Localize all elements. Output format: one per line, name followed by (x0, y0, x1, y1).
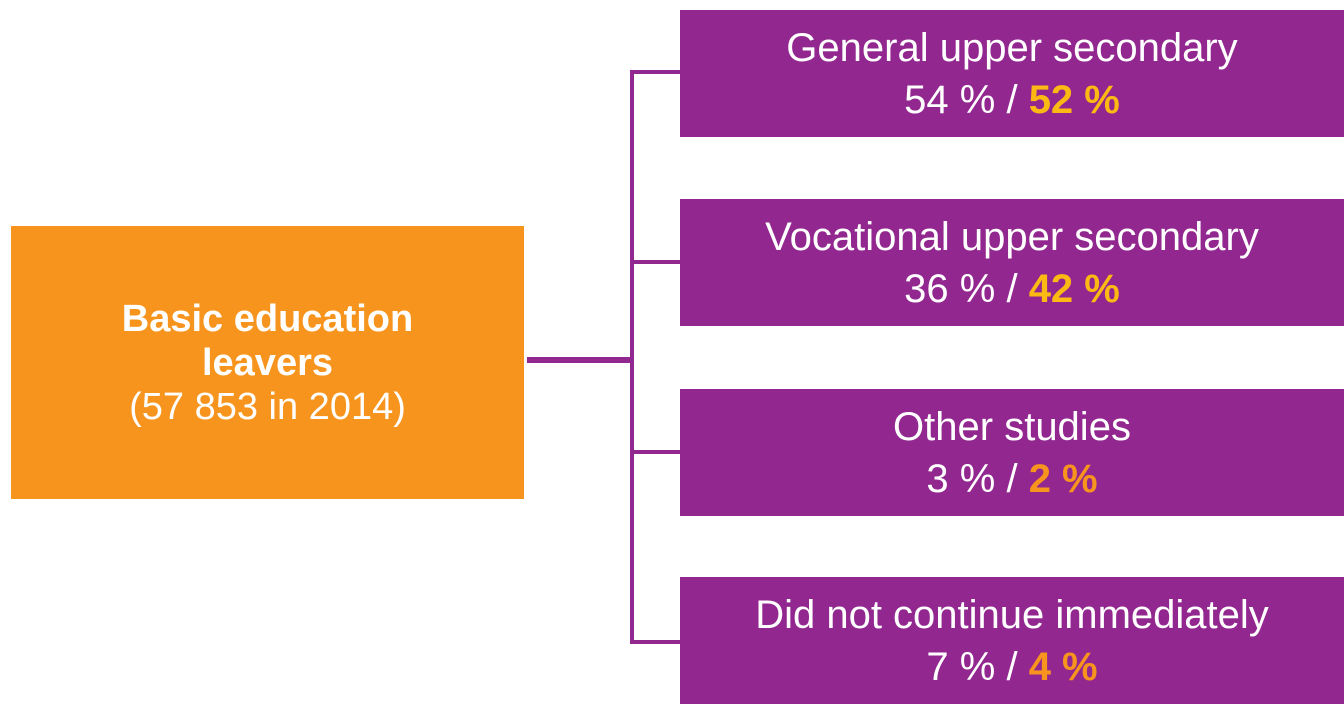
source-title: Basic education leavers (121, 297, 414, 384)
value-a: 36 % (904, 266, 996, 311)
separator: / (1006, 77, 1018, 122)
node-label: Did not continue immediately (755, 592, 1269, 637)
value-b: 4 % (1028, 644, 1098, 689)
value-a: 7 % (926, 644, 996, 689)
node-values: 36 % / 42 % (904, 263, 1120, 315)
node-box: Vocational upper secondary 36 % / 42 % (680, 199, 1344, 326)
node-label: General upper secondary (786, 25, 1238, 70)
source-box: Basic education leavers (57 853 in 2014) (11, 226, 524, 499)
node-values: 3 % / 2 % (926, 453, 1097, 505)
value-b: 42 % (1028, 266, 1120, 311)
separator: / (1006, 644, 1018, 689)
node-box: Other studies 3 % / 2 % (680, 389, 1344, 516)
node-label: Other studies (893, 404, 1131, 449)
node-box: Did not continue immediately 7 % / 4 % (680, 577, 1344, 704)
value-a: 3 % (926, 456, 996, 501)
value-b: 52 % (1028, 77, 1120, 122)
node-box: General upper secondary 54 % / 52 % (680, 10, 1344, 137)
separator: / (1006, 266, 1018, 311)
node-values: 7 % / 4 % (926, 641, 1097, 693)
node-label: Vocational upper secondary (765, 214, 1259, 259)
value-a: 54 % (904, 77, 996, 122)
separator: / (1006, 456, 1018, 501)
source-subtitle: (57 853 in 2014) (129, 385, 406, 428)
node-values: 54 % / 52 % (904, 74, 1120, 126)
value-b: 2 % (1028, 456, 1098, 501)
